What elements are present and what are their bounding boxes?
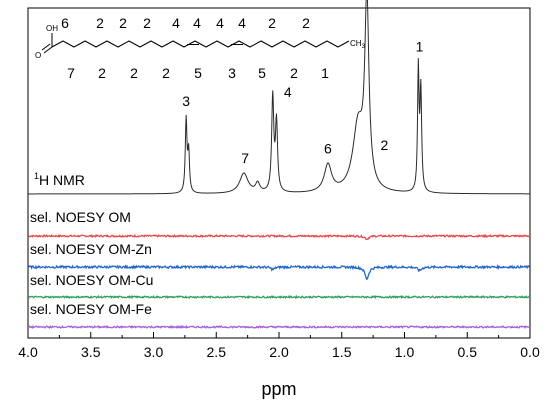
x-tick-label: 2.0 bbox=[269, 344, 289, 360]
structure-bottom-label: 2 bbox=[98, 65, 106, 81]
acid-oxygen-label: O bbox=[35, 51, 41, 60]
x-tick-label: 0.5 bbox=[458, 344, 478, 360]
structure-bottom-label: 5 bbox=[258, 65, 266, 81]
structure-top-label: 4 bbox=[216, 15, 224, 31]
peak-label: 2 bbox=[381, 137, 389, 153]
structure-top-label: 2 bbox=[302, 15, 310, 31]
structure-bottom-label: 1 bbox=[321, 65, 329, 81]
acid-oh-label: OH bbox=[46, 24, 58, 33]
structure-bottom-labels: 7 2 2 2 5 3 5 2 1 bbox=[67, 65, 329, 81]
noesy-trace bbox=[27, 233, 531, 241]
structure-top-label: 4 bbox=[172, 15, 180, 31]
structure-bottom-label: 5 bbox=[194, 65, 202, 81]
carboxyl-double-bond-b bbox=[41, 43, 51, 51]
nmr-spectrum-label: 1H NMR bbox=[34, 171, 85, 188]
x-axis-label: ppm bbox=[261, 379, 296, 399]
terminal-ch3-label: CH3 bbox=[350, 39, 366, 50]
structure-top-label: 2 bbox=[119, 15, 127, 31]
peak-label: 3 bbox=[182, 93, 190, 109]
structure-top-label: 2 bbox=[143, 15, 151, 31]
x-tick-label: 1.5 bbox=[332, 344, 352, 360]
noesy-trace bbox=[27, 324, 531, 330]
nmr-label-superscript: 1 bbox=[34, 171, 39, 181]
noesy-trace bbox=[27, 294, 531, 300]
structure-bottom-label: 2 bbox=[130, 65, 138, 81]
peak-label: 7 bbox=[241, 150, 249, 166]
series-label: sel. NOESY OM-Cu bbox=[30, 272, 153, 288]
structure-bottom-label: 2 bbox=[162, 65, 170, 81]
series-label: sel. NOESY OM-Fe bbox=[30, 301, 152, 317]
x-axis-ticks: 4.0 3.5 3.0 2.5 2.0 1.5 1.0 0.5 0.0 bbox=[18, 332, 540, 360]
structure-top-label: 6 bbox=[61, 15, 69, 31]
noesy-trace bbox=[27, 263, 531, 280]
x-tick-label: 2.5 bbox=[207, 344, 227, 360]
structure-top-label: 4 bbox=[238, 15, 246, 31]
nmr-spectrum-line bbox=[28, 0, 530, 195]
noesy-series: sel. NOESY OM sel. NOESY OM-Zn sel. NOESY … bbox=[27, 209, 531, 330]
x-tick-label: 3.5 bbox=[81, 344, 101, 360]
molecule-chain bbox=[51, 40, 350, 48]
structure-top-label: 4 bbox=[193, 15, 201, 31]
carboxyl-double-bond-a bbox=[43, 46, 53, 54]
peak-label: 6 bbox=[324, 141, 332, 157]
nmr-label-text: H NMR bbox=[39, 172, 85, 188]
series-label: sel. NOESY OM-Zn bbox=[30, 241, 152, 257]
x-tick-label: 1.0 bbox=[395, 344, 415, 360]
nmr-peak-labels: 3 7 4 6 2 1 bbox=[182, 38, 423, 166]
series-label: sel. NOESY OM bbox=[30, 209, 131, 225]
terminal-ch-text: CH bbox=[350, 39, 362, 48]
x-tick-label: 0.0 bbox=[520, 344, 540, 360]
x-tick-label: 4.0 bbox=[18, 344, 38, 360]
peak-label: 4 bbox=[284, 84, 292, 100]
x-tick-label: 3.0 bbox=[144, 344, 164, 360]
structure-top-label: 2 bbox=[268, 15, 276, 31]
structure-bottom-label: 7 bbox=[67, 65, 75, 81]
structure-top-label: 2 bbox=[96, 15, 104, 31]
peak-label: 1 bbox=[416, 38, 424, 54]
structure-bottom-label: 2 bbox=[290, 65, 298, 81]
structure-bottom-label: 3 bbox=[228, 65, 236, 81]
terminal-ch3-subscript: 3 bbox=[362, 44, 366, 50]
